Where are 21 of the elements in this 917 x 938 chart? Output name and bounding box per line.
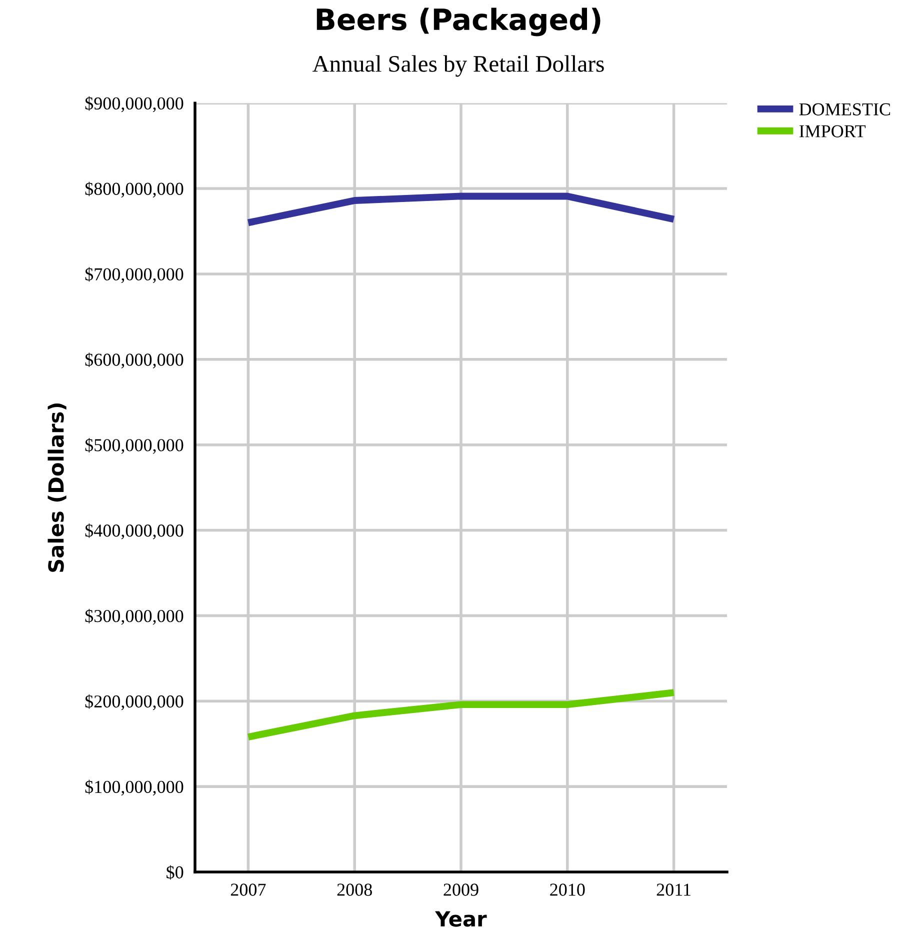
y-tick-label: $700,000,000 [85,267,184,283]
x-tick-label: 2009 [444,884,478,896]
legend-label: IMPORT [799,125,866,138]
y-tick-label: $400,000,000 [85,523,184,540]
y-tick-label: $300,000,000 [85,608,184,625]
x-tick-label: 2010 [550,884,585,896]
chart-subtitle: Annual Sales by Retail Dollars [312,55,604,77]
y-tick-label: $900,000,000 [85,96,184,112]
y-axis-title: Sales (Dollars) [48,404,66,572]
x-tick-label: 2007 [230,884,266,896]
chart-title: Beers (Packaged) [316,8,600,36]
legend-label: DOMESTIC [799,103,890,116]
x-tick-label: 2008 [337,884,372,896]
y-tick-label: $800,000,000 [85,182,184,198]
y-tick-label: $500,000,000 [85,438,184,454]
x-tick-label: 2011 [656,884,690,896]
y-tick-label: $200,000,000 [85,694,184,710]
y-tick-label: $100,000,000 [85,780,184,796]
y-tick-label: $0 [166,865,184,880]
x-axis-title: Year [434,911,487,927]
y-tick-label: $600,000,000 [85,352,184,368]
